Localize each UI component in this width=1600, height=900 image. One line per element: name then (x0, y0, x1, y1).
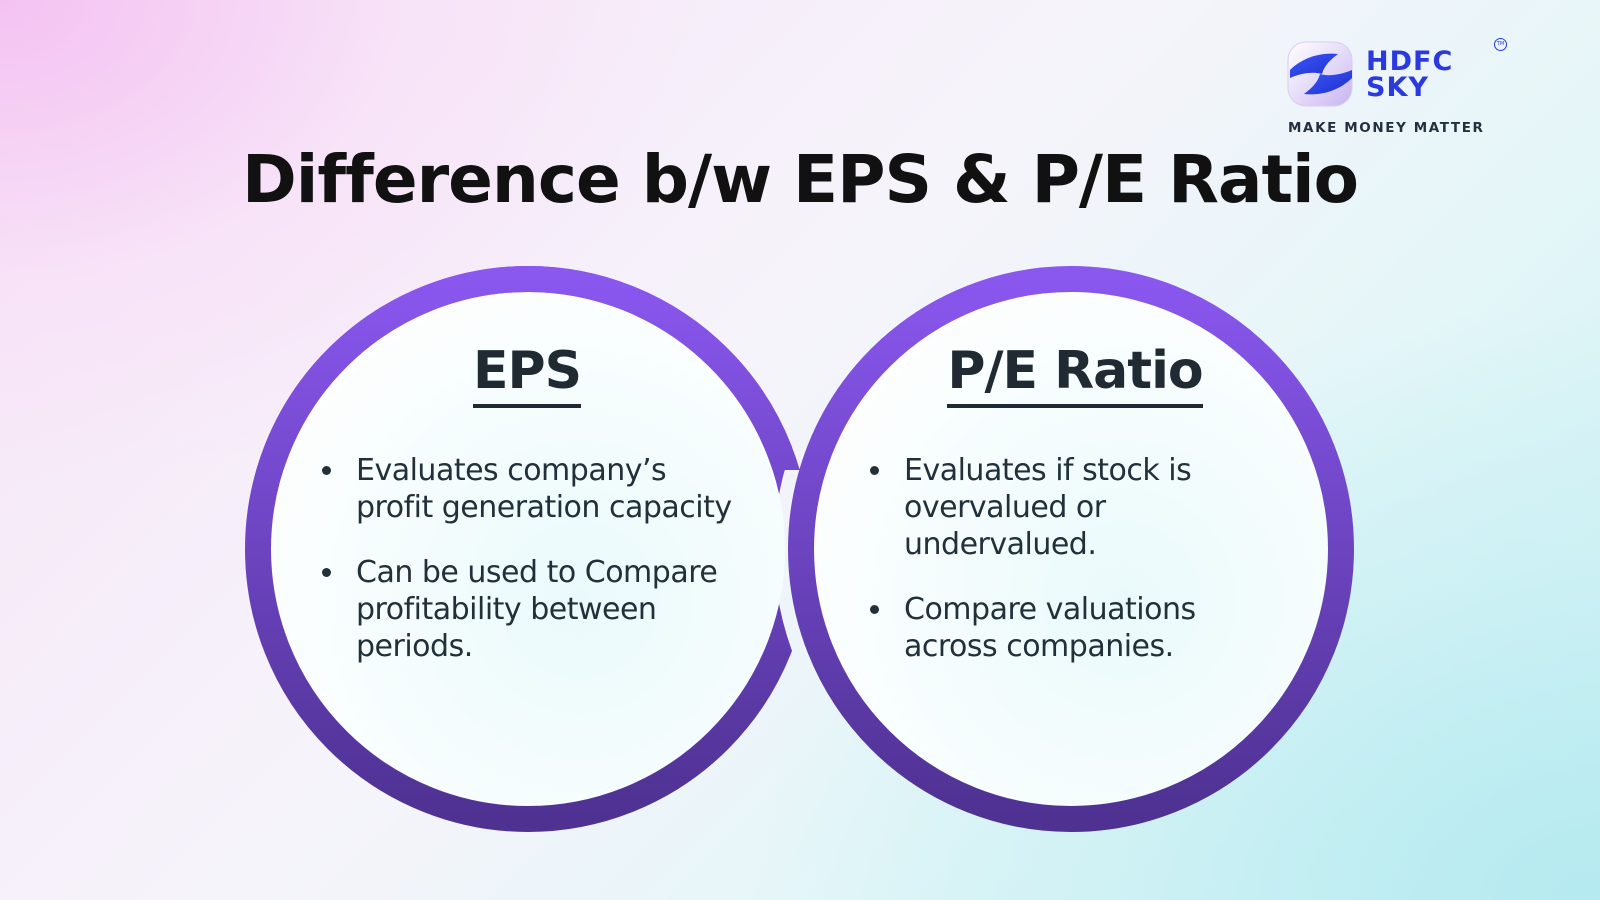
trademark-symbol: TM (1494, 38, 1507, 51)
point-text: Evaluates if stock is overvalued or unde… (904, 453, 1192, 562)
right-circle-fill (814, 292, 1328, 806)
list-item: Compare valuations across companies. (860, 591, 1290, 665)
left-ring-upper (256, 266, 800, 470)
pe-ratio-points: Evaluates if stock is overvalued or unde… (860, 452, 1290, 665)
bullet-icon (322, 568, 331, 577)
eps-points: Evaluates company’s profit generation ca… (312, 452, 742, 665)
pe-ratio-heading: P/E Ratio (947, 340, 1204, 408)
list-item: Evaluates company’s profit generation ca… (312, 452, 742, 526)
brand-tagline: MAKE MONEY MATTER (1288, 120, 1485, 136)
eps-circle: EPS Evaluates company’s profit generatio… (312, 340, 742, 693)
left-circle-fill (271, 292, 785, 806)
point-text: Evaluates company’s profit generation ca… (356, 453, 732, 525)
pe-ratio-circle: P/E Ratio Evaluates if stock is overvalu… (860, 340, 1290, 693)
right-ring (788, 266, 1354, 832)
hdfc-sky-logo-icon (1287, 41, 1353, 107)
brand-logo: HDFC SKY TM MAKE MONEY MATTER (1286, 36, 1516, 140)
point-text: Compare valuations across companies. (904, 592, 1196, 664)
eps-heading: EPS (472, 340, 582, 408)
bullet-icon (870, 466, 879, 475)
list-item: Can be used to Compare profitability bet… (312, 554, 742, 665)
point-text: Can be used to Compare profitability bet… (356, 555, 718, 664)
brand-name-line1: HDFC (1366, 46, 1454, 77)
brand-name-line2: SKY (1366, 72, 1429, 103)
bullet-icon (870, 605, 879, 614)
bullet-icon (322, 466, 331, 475)
page-title: Difference b/w EPS & P/E Ratio (242, 141, 1359, 218)
list-item: Evaluates if stock is overvalued or unde… (860, 452, 1290, 563)
